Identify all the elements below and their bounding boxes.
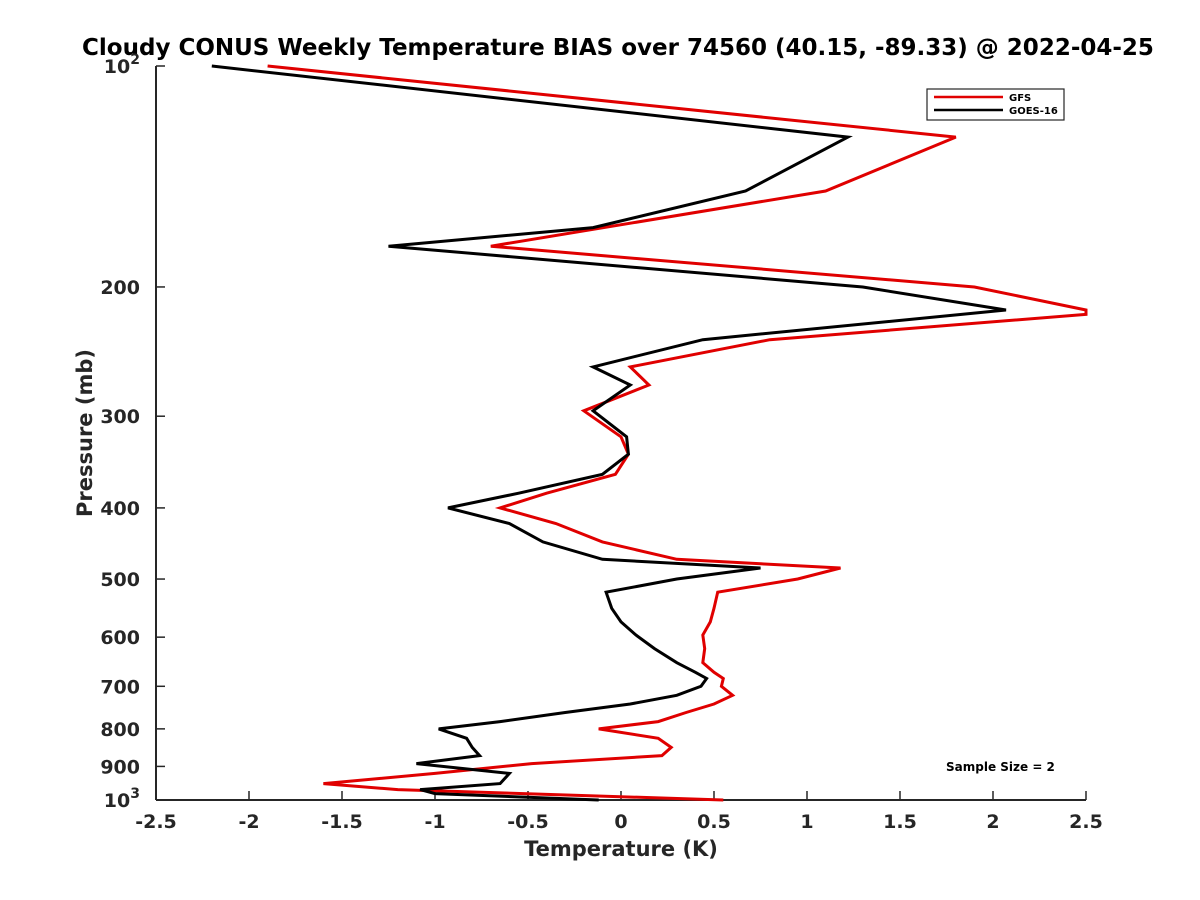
x-tick-label: 2 (986, 811, 999, 833)
y-tick-label: 200 (100, 277, 140, 299)
sample-size-annotation: Sample Size = 2 (946, 760, 1055, 774)
x-axis-ticks: -2.5 -2 -1.5 -1 -0.5 0 0.5 1 1.5 2 2.5 (135, 791, 1103, 833)
y-tick-label: 400 (100, 498, 140, 520)
x-tick-label: 1 (800, 811, 813, 833)
series-line-gfs (267, 64, 1088, 802)
y-tick-label: 700 (100, 676, 140, 698)
y-tick-label: 800 (100, 719, 140, 741)
legend-box (926, 88, 1065, 121)
y-axis-label: Pressure (mb) (73, 349, 97, 517)
y-axis-ticks: 102 200 300 400 500 600 700 800 900 103 (100, 52, 165, 812)
y-tick-label: 600 (100, 627, 140, 649)
x-tick-label: 1.5 (883, 811, 917, 833)
x-tick-label: 0 (614, 811, 627, 833)
x-tick-label: -2 (238, 811, 259, 833)
series-line-goes16 (211, 64, 1007, 802)
y-tick-label: 900 (100, 756, 140, 778)
y-tick-label: 300 (100, 406, 140, 428)
y-tick-label: 500 (100, 569, 140, 591)
series-lines (211, 64, 1088, 802)
x-tick-label: -2.5 (135, 811, 177, 833)
x-tick-label: -1.5 (321, 811, 363, 833)
chart-title: Cloudy CONUS Weekly Temperature BIAS ove… (82, 35, 1154, 61)
legend-label-goes16: GOES-16 (1009, 106, 1058, 117)
x-tick-label: -0.5 (507, 811, 549, 833)
legend: GFS GOES-16 (926, 88, 1065, 121)
x-axis-label: Temperature (K) (524, 837, 718, 861)
x-tick-label: 0.5 (697, 811, 731, 833)
legend-label-gfs: GFS (1009, 93, 1031, 104)
x-tick-label: -1 (424, 811, 445, 833)
y-tick-label: 103 (104, 786, 140, 812)
y-tick-label: 102 (104, 52, 140, 78)
x-tick-label: 2.5 (1069, 811, 1103, 833)
